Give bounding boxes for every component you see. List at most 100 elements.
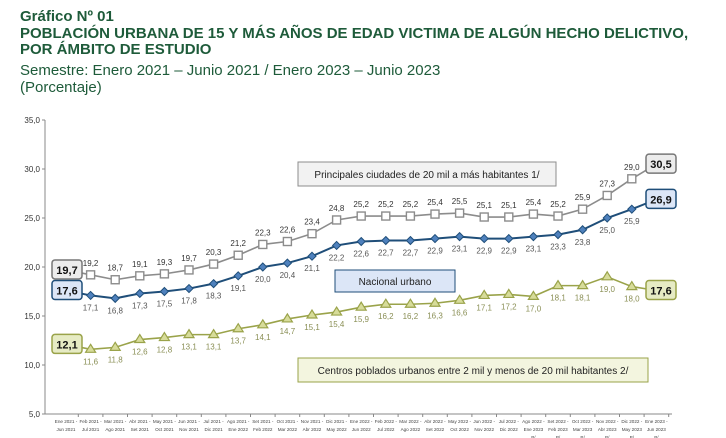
data-point-square (233, 250, 243, 260)
x-tick-label: May 2022 - (448, 419, 471, 424)
data-point-triangle (182, 328, 196, 339)
data-label: 18,3 (206, 292, 222, 301)
data-label: 19,2 (83, 259, 99, 268)
data-label: 14,1 (255, 333, 271, 342)
y-tick-label: 15,0 (24, 312, 40, 321)
data-label: 12,8 (157, 346, 173, 355)
endpoint-label-box (645, 188, 677, 210)
data-point-diamond (430, 233, 440, 244)
x-tick-label: Feb 2023 (548, 427, 568, 432)
data-label: 23,8 (575, 238, 591, 247)
data-label: 25,2 (353, 200, 369, 209)
data-point-triangle (232, 322, 245, 333)
x-tick-label: Ene 2022 - (350, 419, 373, 424)
data-label: 11,6 (83, 357, 99, 366)
data-point-diamond (553, 229, 563, 240)
data-label: 19,1 (230, 284, 246, 293)
data-label: 21,1 (304, 264, 320, 273)
data-label: 14,7 (280, 327, 296, 336)
data-label: 20,0 (255, 275, 271, 284)
data-point-diamond (602, 213, 612, 223)
data-point-diamond (233, 271, 243, 281)
data-point-triangle (404, 298, 417, 308)
x-tick-label: May 2021 - (153, 419, 176, 424)
x-tick-label: P/ (605, 435, 610, 438)
endpoint-label-box (645, 279, 677, 301)
x-tick-label: Oct 2022 - (572, 419, 594, 424)
legend-label: Centros poblados urbanos entre 2 mil y m… (318, 366, 629, 377)
data-point-square (430, 209, 440, 219)
data-point-diamond (159, 286, 170, 297)
data-point-square (577, 204, 588, 214)
data-point-triangle (601, 270, 614, 281)
endpoint-label-box (51, 259, 83, 280)
data-point-triangle (84, 343, 97, 353)
x-tick-label: May 2023 (622, 427, 643, 432)
x-tick-label: Set 2022 - (547, 419, 569, 424)
data-label: 29,0 (624, 163, 640, 172)
x-tick-label: Oct 2022 (450, 427, 469, 432)
data-point-diamond (405, 235, 416, 246)
data-label: 17,2 (501, 302, 517, 311)
y-tick-label: 30,0 (24, 165, 40, 174)
data-point-diamond (479, 233, 489, 244)
data-label: 17,1 (83, 303, 99, 312)
data-point-diamond (381, 235, 391, 246)
data-point-triangle (527, 290, 540, 300)
data-label: 25,2 (550, 200, 566, 209)
data-point-triangle (576, 279, 589, 290)
data-point-square (602, 190, 612, 201)
data-label: 25,9 (624, 217, 640, 226)
data-point-square (184, 265, 194, 275)
x-tick-label: Ago 2021 (105, 427, 125, 432)
x-tick-label: Set 2021 - (252, 419, 274, 424)
data-point-diamond (577, 225, 588, 235)
data-label: 25,9 (575, 193, 591, 202)
data-label: 22,7 (378, 249, 394, 258)
data-point-square (135, 271, 145, 281)
legend-label: Nacional urbano (359, 277, 432, 288)
data-point-square (282, 236, 293, 247)
data-point-diamond (307, 251, 317, 261)
data-point-triangle (379, 298, 392, 308)
unit-label: (Porcentaje) (20, 79, 102, 96)
x-tick-label: Nov 2021 (179, 427, 199, 432)
data-label: 24,8 (329, 204, 345, 213)
endpoint-label: 19,7 (56, 265, 77, 277)
data-point-triangle (478, 289, 491, 300)
data-label: 22,9 (427, 247, 443, 256)
title-line-2: POR ÁMBITO DE ESTUDIO (20, 41, 212, 58)
data-point-square (381, 211, 391, 221)
x-tick-label: Ago 2022 (401, 427, 421, 432)
data-label: 25,4 (427, 198, 443, 207)
x-tick-label: Feb 2021 - (79, 419, 102, 424)
x-tick-label: Ene 2023 - (645, 419, 668, 424)
data-label: 12,6 (132, 348, 148, 357)
x-tick-label: Ene 2022 (228, 427, 248, 432)
endpoint-label: 30,5 (650, 159, 671, 171)
x-tick-label: Ene 2021 - (55, 419, 78, 424)
x-tick-label: Jun 2021 - (178, 419, 200, 424)
data-point-triangle (428, 297, 442, 307)
data-label: 21,2 (230, 239, 246, 248)
chart-title: POBLACIÓN URBANA DE 15 Y MÁS AÑOS DE EDA… (20, 26, 688, 58)
data-point-square (504, 212, 514, 222)
data-point-square (553, 211, 563, 221)
data-label: 16,2 (378, 312, 394, 321)
x-tick-label: Abr 2022 (303, 427, 322, 432)
data-label: 16,8 (107, 306, 123, 315)
x-tick-label: Oct 2021 (155, 427, 174, 432)
subtitle: Semestre: Enero 2021 – Junio 2021 / Ener… (20, 62, 441, 79)
data-point-triangle (133, 333, 146, 344)
endpoint-label-box (645, 153, 677, 174)
data-label: 17,5 (157, 300, 173, 309)
chart-subtitle: Semestre: Enero 2021 – Junio 2021 / Ener… (20, 62, 440, 96)
data-label: 25,2 (403, 200, 419, 209)
x-tick-label: Mar 2022 - (399, 419, 422, 424)
data-label: 27,3 (599, 179, 615, 188)
data-point-diamond (135, 288, 145, 299)
x-tick-label: Dic 2021 - (326, 419, 347, 424)
x-tick-label: Dic 2021 (205, 427, 224, 432)
